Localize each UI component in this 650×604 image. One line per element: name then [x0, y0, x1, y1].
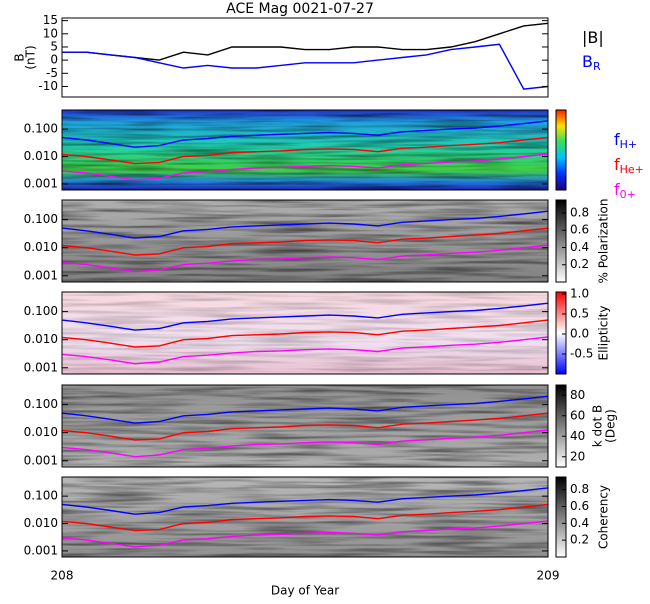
- colorbar-tick-label: 40: [570, 429, 585, 443]
- colorbar-tick-label: 0.2: [570, 533, 589, 547]
- series-line: [61, 227, 549, 256]
- colorbar-tick-label: 0.4: [570, 240, 589, 254]
- series-line: [61, 120, 549, 148]
- y-tick-label: 0.010: [24, 425, 58, 439]
- colorbar-tick-label: 80: [570, 388, 585, 402]
- y-tick-label: -5: [46, 66, 58, 80]
- series-line: [61, 153, 549, 181]
- series-line: [61, 429, 549, 458]
- y-tick-label: 0.001: [24, 453, 58, 467]
- colorbar-tick-label: -0.5: [570, 347, 593, 361]
- colorbar-tick-label: 0.6: [570, 499, 589, 513]
- plot-frame: [61, 476, 549, 558]
- series-line: [61, 503, 549, 532]
- y-tick-label: 0.100: [24, 397, 58, 411]
- y-axis-label: (nT): [24, 45, 38, 69]
- plot-frame: [61, 17, 549, 98]
- y-axis-label: B: [13, 53, 27, 61]
- legend-subscript: R: [593, 60, 601, 73]
- colorbar: [555, 384, 567, 468]
- colorbar-tick-label: 0.8: [570, 482, 589, 496]
- legend-name: B: [582, 52, 593, 71]
- x-tick-label: 208: [51, 569, 74, 583]
- plot-frame: [61, 384, 549, 468]
- series-line: [61, 319, 549, 348]
- legend-name: f: [614, 130, 620, 149]
- series-line: [61, 395, 549, 424]
- colorbar-label: k dot B: [591, 405, 605, 447]
- y-tick-label: 0.010: [24, 516, 58, 530]
- colorbar-tick-label: 20: [570, 449, 585, 463]
- legend-label: fHe+: [614, 155, 644, 177]
- legend-name: |B|: [582, 28, 604, 47]
- y-tick-label: 0.010: [24, 240, 58, 254]
- y-tick-label: 0.010: [24, 332, 58, 346]
- y-tick-label: 0.010: [24, 149, 58, 163]
- series-line: [61, 302, 549, 331]
- colorbar-tick-label: 0.6: [570, 223, 589, 237]
- y-tick-label: 0.001: [24, 176, 58, 190]
- y-tick-label: 0.100: [24, 122, 58, 136]
- y-tick-label: 0.001: [24, 268, 58, 282]
- y-tick-label: 0.100: [24, 212, 58, 226]
- series-line: [61, 336, 549, 365]
- x-axis-label: Day of Year: [271, 584, 339, 598]
- y-tick-label: 0: [50, 53, 58, 67]
- y-tick-label: 15: [43, 13, 58, 27]
- legend-label: |B|: [582, 28, 604, 47]
- y-tick-label: 0.001: [24, 543, 58, 557]
- colorbar-tick-label: 0.2: [570, 257, 589, 271]
- legend-label: f0+: [614, 180, 636, 202]
- y-tick-label: 10: [43, 26, 58, 40]
- colorbar-label: Coherency: [597, 485, 611, 549]
- legend-name: f: [614, 180, 620, 199]
- series-line: [61, 412, 549, 441]
- legend-subscript: H+: [620, 138, 638, 151]
- colorbar-tick-label: 0.0: [570, 327, 589, 341]
- x-tick-label: 209: [537, 569, 560, 583]
- plot-frame: [61, 109, 549, 191]
- series-line: [62, 22, 549, 61]
- colorbar: [555, 199, 567, 283]
- colorbar-tick-label: 1.0: [570, 287, 589, 301]
- legend-name: f: [614, 155, 620, 174]
- colorbar-tick-label: 60: [570, 408, 585, 422]
- colorbar: [555, 291, 567, 375]
- y-tick-label: 0.001: [24, 360, 58, 374]
- legend-label: fH+: [614, 130, 637, 152]
- series-line: [61, 244, 549, 273]
- legend-subscript: He+: [620, 163, 644, 176]
- plot-frame: [61, 291, 549, 375]
- colorbar-tick-label: 0.8: [570, 205, 589, 219]
- y-tick-label: 5: [50, 39, 58, 53]
- series-line: [61, 136, 549, 165]
- colorbar-label: Ellipticity: [597, 306, 611, 361]
- series-line: [62, 43, 549, 90]
- colorbar-label: (Deg): [604, 409, 618, 443]
- colorbar: [555, 476, 567, 558]
- colorbar-tick-label: 0.5: [570, 307, 589, 321]
- legend-label: BR: [582, 52, 601, 74]
- y-tick-label: 0.100: [24, 304, 58, 318]
- y-tick-label: -10: [38, 79, 58, 93]
- series-line: [61, 487, 549, 515]
- y-tick-label: 0.100: [24, 489, 58, 503]
- colorbar-label: % Polarization: [597, 199, 611, 284]
- series-line: [61, 520, 549, 548]
- plot-frame: [61, 199, 549, 283]
- chart-title: ACE Mag 0021-07-27: [226, 1, 374, 17]
- legend-subscript: 0+: [620, 188, 636, 201]
- colorbar: [555, 109, 567, 191]
- series-line: [61, 210, 549, 239]
- colorbar-tick-label: 0.4: [570, 516, 589, 530]
